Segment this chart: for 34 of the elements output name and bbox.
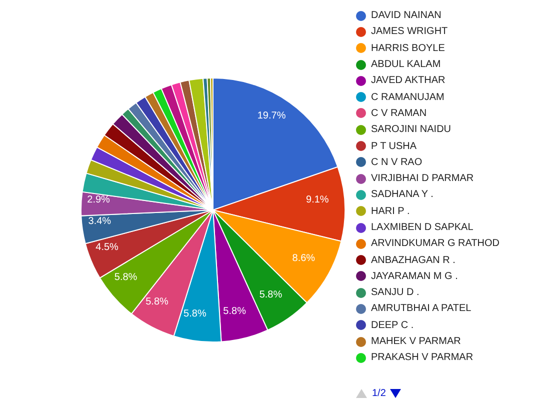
legend-label: C RAMANUJAM [371,92,444,103]
data-label: 8.6% [292,252,316,264]
data-label: 5.8% [114,272,138,283]
data-label: 5.8% [259,289,282,300]
legend-label: P T USHA [371,140,417,152]
text: 1/2 [372,388,386,398]
data-label: 9.1% [306,194,329,206]
legend-label: AMRUTBHAI A PATEL [371,303,472,314]
legend-label: SAROJINI NAIDU [371,124,452,136]
legend-label: JAVED AKTHAR [371,75,446,86]
legend-label: ARVINDKUMAR G RATHOD [371,238,500,250]
legend-label: C V RAMAN [371,108,427,119]
legend-label: MAHEK V PARMAR [371,336,461,348]
legend-label: JAYARAMAN M G . [371,270,458,282]
legend-label: HARRIS BOYLE [371,42,445,54]
legend-label: VIRJIBHAI D PARMAR [371,173,474,184]
data-label: 2.9% [87,194,110,206]
legend-label: SADHANA Y . [371,189,434,200]
legend-label: PRAKASH V PARMAR [371,352,474,364]
legend-label: DAVID NAINAN [371,10,442,22]
data-label: 4.5% [96,242,119,254]
legend-label: JAMES WRIGHT [371,26,448,38]
legend-label: LAXMIBEN D SAPKAL [371,222,474,233]
data-label: 5.8% [184,308,206,320]
data-label: 5.8% [223,306,246,317]
data-label: 5.8% [146,296,169,308]
data-label: 3.4% [88,216,112,227]
legend-label: HARI P . [371,206,410,217]
data-label: 19.7% [257,110,286,122]
legend-label: ABDUL KALAM [371,59,441,70]
legend-label: DEEP C . [371,320,414,331]
legend-label: C N V RAO [371,156,422,168]
legend-label: ANBAZHAGAN R . [371,254,456,266]
legend-label: SANJU D . [371,287,420,298]
